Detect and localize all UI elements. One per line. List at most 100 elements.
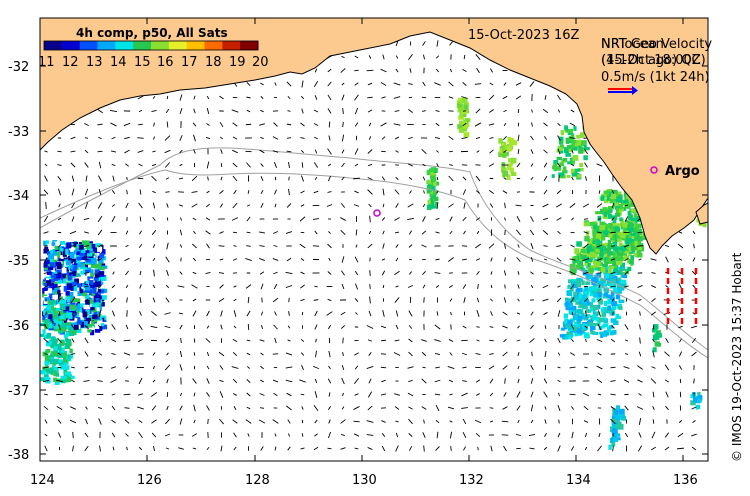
colorbar-tick: 17 [181, 55, 198, 70]
sst-pixel [51, 242, 56, 246]
velocity-vector [449, 164, 453, 166]
velocity-vector [530, 216, 534, 222]
velocity-vector [205, 272, 211, 274]
velocity-vector [85, 175, 88, 182]
y-tick-label: -36 [8, 319, 29, 334]
velocity-vector [206, 203, 210, 208]
sst-pixel [614, 409, 619, 415]
sst-pixel [57, 248, 64, 252]
sst-pixel [571, 133, 575, 138]
sst-pixel [587, 238, 593, 245]
velocity-vector [139, 284, 142, 289]
velocity-vector [665, 391, 669, 398]
sst-pixel [430, 195, 435, 200]
sst-pixel [50, 368, 54, 375]
sst-pixel [583, 221, 589, 227]
velocity-vector [449, 230, 453, 235]
velocity-vector [503, 445, 507, 452]
velocity-vector [341, 256, 345, 263]
argo-float-marker[interactable] [373, 209, 381, 217]
velocity-vector [206, 310, 210, 317]
velocity-vector [233, 310, 237, 317]
sst-pixel [618, 242, 623, 247]
sst-pixel [610, 307, 615, 313]
sst-pixel [609, 325, 614, 329]
velocity-vector [366, 69, 374, 72]
velocity-vector [341, 162, 345, 168]
velocity-vector [449, 150, 453, 153]
sst-pixel [506, 145, 512, 152]
velocity-vector [381, 420, 386, 423]
velocity-vector [637, 445, 643, 452]
velocity-vector [300, 271, 305, 275]
velocity-vector [530, 378, 534, 384]
velocity-vector [490, 445, 493, 452]
velocity-vector [462, 418, 467, 425]
sst-pixel [433, 196, 439, 202]
velocity-vector [435, 122, 440, 127]
velocity-vector [422, 432, 426, 438]
sst-pixel [603, 323, 609, 328]
velocity-vector [367, 164, 373, 166]
velocity-vector [111, 393, 116, 396]
sst-pixel [53, 348, 59, 354]
velocity-vector [597, 231, 602, 234]
velocity-vector [314, 177, 318, 180]
velocity-vector [515, 95, 522, 100]
velocity-vector [436, 40, 439, 47]
velocity-vector [300, 190, 305, 194]
velocity-vector [476, 190, 480, 194]
sst-pixel [609, 330, 614, 336]
velocity-vector [232, 351, 238, 357]
velocity-vector [597, 323, 602, 331]
velocity-vector [327, 298, 332, 302]
velocity-vector [58, 324, 61, 330]
sst-pixel [611, 227, 615, 233]
velocity-vector [300, 447, 305, 450]
velocity-vector [152, 257, 156, 262]
sst-pixel [57, 299, 61, 305]
velocity-vector [623, 244, 630, 248]
velocity-vector [530, 257, 534, 262]
velocity-vector [434, 353, 441, 355]
sst-pixel [615, 405, 620, 410]
sst-pixel [44, 265, 50, 271]
velocity-vector [164, 433, 171, 437]
sst-pixel [70, 319, 76, 326]
sst-pixel [46, 271, 52, 275]
sst-pixel [551, 174, 555, 178]
velocity-vector [544, 350, 547, 358]
sst-pixel [66, 296, 71, 303]
velocity-vector [612, 445, 614, 452]
sst-pixel [75, 310, 80, 314]
velocity-vector [218, 272, 225, 274]
sst-pixel [95, 263, 102, 268]
sst-pixel [46, 368, 53, 374]
velocity-vector [287, 110, 291, 112]
sst-pixel [45, 240, 49, 245]
sst-pixel [80, 302, 85, 307]
velocity-vector [503, 338, 507, 343]
velocity-vector [193, 108, 196, 114]
velocity-vector [542, 284, 549, 289]
sst-pixel [610, 318, 617, 323]
colorbar-title: 4h comp, p50, All Sats [76, 26, 228, 40]
velocity-vector [435, 366, 440, 369]
velocity-vector [476, 150, 480, 153]
velocity-vector [515, 433, 522, 437]
sst-pixel [564, 318, 569, 324]
velocity-vector [422, 81, 426, 87]
velocity-vector [664, 446, 670, 451]
velocity-vector [394, 136, 400, 140]
velocity-vector [421, 351, 427, 357]
velocity-vector [152, 244, 156, 248]
velocity-vector [368, 230, 372, 235]
sst-pixel [563, 313, 569, 319]
sst-pixel [86, 272, 91, 277]
velocity-vector [421, 148, 427, 155]
sst-pixel [50, 286, 55, 290]
velocity-vector [597, 298, 602, 302]
velocity-vector [314, 324, 318, 330]
velocity-vector [233, 405, 237, 411]
sst-pixel [615, 196, 619, 203]
